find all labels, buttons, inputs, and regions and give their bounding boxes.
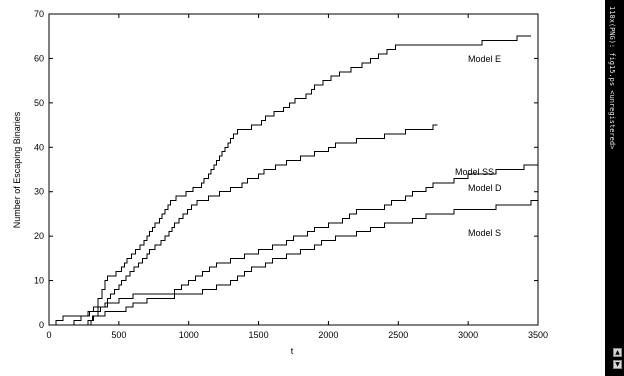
y-tick-label: 10 xyxy=(34,276,44,286)
series-lines xyxy=(49,35,538,326)
series-label-model-s: Model S xyxy=(468,228,501,238)
side-panel xyxy=(605,0,624,376)
x-tick-label: 1000 xyxy=(179,330,199,340)
series-line-model-ss xyxy=(49,124,438,326)
x-tick-label: 3000 xyxy=(458,330,478,340)
y-tick-label: 70 xyxy=(34,9,44,19)
y-tick-label: 40 xyxy=(34,142,44,152)
series-line-model-e xyxy=(49,35,531,326)
series-label-model-d: Model D xyxy=(468,183,502,193)
series-label-model-e: Model E xyxy=(468,54,501,64)
y-tick-label: 60 xyxy=(34,53,44,63)
y-tick-label: 0 xyxy=(39,320,44,330)
plot-frame xyxy=(48,13,539,326)
scroll-down-button[interactable]: ▼ xyxy=(613,360,622,369)
chart: 0 500 1000 1500 2000 2500 3000 3500 0 10 20 30 40 50 6… xyxy=(12,9,548,356)
x-tick-label: 0 xyxy=(46,330,51,340)
x-tick-label: 2500 xyxy=(388,330,408,340)
side-caption: 110x(PNG): fig15.ps <unregistered> xyxy=(608,6,616,150)
x-tick-label: 1500 xyxy=(249,330,269,340)
plot-border xyxy=(48,13,539,326)
x-axis-title: t xyxy=(291,346,294,356)
scroll-up-button[interactable]: ▲ xyxy=(613,348,622,357)
series-line-model-d xyxy=(49,164,538,326)
series-line-model-s xyxy=(49,200,538,326)
series-label-model-ss: Model SS xyxy=(455,167,494,177)
x-tick-label: 500 xyxy=(111,330,126,340)
axis-ticks: 0 500 1000 1500 2000 2500 3000 3500 0 10 20 30 40 50 6… xyxy=(34,9,548,340)
y-axis-title: Number of Escaping Binaries xyxy=(12,111,22,228)
x-tick-label: 2000 xyxy=(318,330,338,340)
y-tick-label: 50 xyxy=(34,98,44,108)
y-tick-label: 30 xyxy=(34,187,44,197)
x-tick-label: 3500 xyxy=(528,330,548,340)
y-tick-label: 20 xyxy=(34,231,44,241)
series-labels: Model E Model SS Model D Model S xyxy=(455,54,502,238)
